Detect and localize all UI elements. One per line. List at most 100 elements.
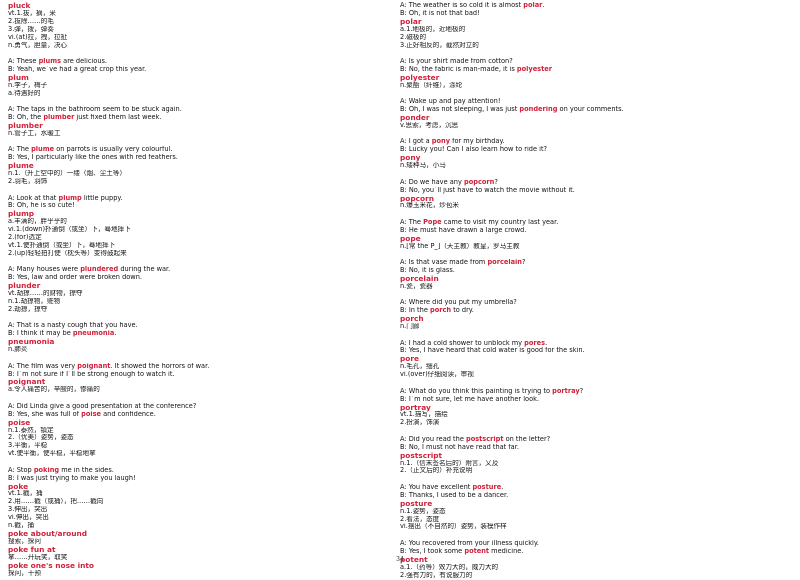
dialog-text: B: I was just trying to make you laugh! xyxy=(8,474,136,482)
example-keyword: pony xyxy=(431,138,451,146)
right-column: A: The weather is so cold it is almost p… xyxy=(400,2,785,580)
dialog-text: just fixed them last week. xyxy=(74,114,162,122)
dialog-line: A: What do you think this painting is tr… xyxy=(400,388,785,396)
dialog-line: A: I got a pony for my birthday. xyxy=(400,138,785,146)
dictionary-entry: A: Is that vase made from porcelain? B: N… xyxy=(400,251,785,291)
definition-line: vi.(at)拉，拽，拉扯 xyxy=(8,33,68,41)
dialog-text: A: Do we have any xyxy=(400,178,464,186)
definition-line: n.1.劫掠物，赃物 xyxy=(8,297,61,305)
dialog-text: A: I had a cold shower to unblock my xyxy=(400,339,525,347)
dialog-line: B: Oh, he is so cute! xyxy=(8,202,393,210)
dialog-text: during the war. xyxy=(118,266,171,274)
dialog-line: A: That is a nasty cough that you have. xyxy=(8,322,393,330)
dialog-line: A: The plume on parrots is usually very … xyxy=(8,146,393,154)
entry-spacer xyxy=(400,49,785,58)
definition-line: 探问，干预 xyxy=(8,569,41,577)
example-keyword: posture xyxy=(472,483,502,491)
dialog-text: on the letter? xyxy=(503,435,551,443)
definition-line: vt.1.使扑通倒（或坐）下，蓦地摔下 xyxy=(8,241,116,249)
dialog-text: me in the sides. xyxy=(59,466,114,474)
example-keyword: porcelain xyxy=(487,259,522,267)
headword: plum xyxy=(8,73,29,82)
dialog-text: little puppy. xyxy=(81,194,123,202)
dictionary-entry: A: You have excellent posture. B: Thanks,… xyxy=(400,475,785,531)
dictionary-entry: A: The film was very poignant. It showed… xyxy=(8,354,393,394)
entry-spacer xyxy=(400,210,785,219)
example-keyword: Pope xyxy=(423,218,442,226)
left-column: pluck vt.1.拔，摘，采 2.拔除……的毛 3.弹，拨，弹奏 vi.(at)拉，… xyxy=(8,2,393,577)
example-keyword: polar xyxy=(523,2,543,9)
entry-spacer xyxy=(400,90,785,99)
headword: pony xyxy=(400,154,421,163)
dialog-line: A: Stop poking me in the sides. xyxy=(8,467,393,475)
definition-line: 3.平衡，平稳 xyxy=(8,442,48,450)
dialog-line: B: Lucky you! Can I also learn how to ri… xyxy=(400,146,785,154)
dialog-text: B: Thanks, I used to be a dancer. xyxy=(400,491,509,499)
dialog-line: B: I was just trying to make you laugh! xyxy=(8,475,393,483)
dialog-text: A: The taps in the bathroom seem to be s… xyxy=(8,106,182,114)
dialog-text: A: Look at that xyxy=(8,194,59,202)
dialog-text: A: Many houses were xyxy=(8,266,81,274)
entry-spacer xyxy=(400,331,785,340)
headword: poignant xyxy=(8,378,46,387)
definition-line: n.戳，捅 xyxy=(8,522,35,530)
headword: potent xyxy=(400,555,428,564)
example-keyword: popcorn xyxy=(463,178,495,186)
dictionary-entry: A: The plume on parrots is usually very … xyxy=(8,138,393,186)
entry-spacer xyxy=(8,138,393,147)
entry-spacer xyxy=(8,49,393,58)
headword: polar xyxy=(400,17,422,26)
headword: poise xyxy=(8,418,31,427)
dialog-text: B: In the xyxy=(400,307,430,315)
dialog-line: A: Is that vase made from porcelain? xyxy=(400,259,785,267)
dialog-line: B: No, I must not have read that far. xyxy=(400,444,785,452)
entry-spacer xyxy=(400,379,785,388)
dialog-line: A: Is your shirt made from cotton? xyxy=(400,58,785,66)
entry-spacer xyxy=(8,394,393,403)
entry-spacer xyxy=(400,130,785,139)
definition-line: a.待遇好的 xyxy=(8,89,41,97)
definition-line: 2.强有力的，有说服力的 xyxy=(400,571,473,579)
dialog-line: A: You recovered from your illness quick… xyxy=(400,540,785,548)
example-keyword: poking xyxy=(33,466,60,474)
headword: poke fun at xyxy=(8,545,56,554)
definition-line: n.1.（信末签名后的）附言，又及 xyxy=(400,459,499,467)
definition-line: n.[常 the P_]（天主教）教皇，罗马主教 xyxy=(400,242,520,250)
headword: pluck xyxy=(8,2,31,10)
definition-line: vi.1.(down)扑通倒（或坐）下，蓦地摔下 xyxy=(8,226,131,234)
headword: pore xyxy=(400,355,420,364)
definition-line: v.思索，考虑，沉思 xyxy=(400,121,459,129)
dictionary-entry: A: Do we have any popcorn? B: No, you`ll … xyxy=(400,170,785,210)
dialog-text: ? xyxy=(494,178,498,186)
entry-spacer xyxy=(8,314,393,323)
dialog-text: A: I got a xyxy=(400,138,432,146)
definition-line: a.1.地极的，近地极的 xyxy=(400,25,466,33)
definition-line: 2.用……戳（或捅），把……戳向 xyxy=(8,498,104,506)
dialog-line: B: Yeah, we`ve had a great crop this yea… xyxy=(8,66,393,74)
headword: poke about/around xyxy=(8,530,88,538)
example-keyword: portray xyxy=(552,387,580,395)
dialog-text: ? xyxy=(522,259,526,267)
definition-line: vt.1.拔，摘，采 xyxy=(8,9,56,17)
dialog-text: B: He must have drawn a large crowd. xyxy=(400,226,527,234)
dialog-text: B: No, the fabric is man-made, it is xyxy=(400,65,517,73)
definition-line: n.肺炎 xyxy=(8,346,28,354)
dialog-text: A: You recovered from your illness quick… xyxy=(400,539,539,547)
dialog-line: B: Oh, it is not that bad! xyxy=(400,10,785,18)
dialog-line: A: The Pope came to visit my country las… xyxy=(400,219,785,227)
dictionary-entry: poke one's nose into 探问，干预 xyxy=(8,562,393,578)
dialog-text: A: Is that vase made from xyxy=(400,259,488,267)
dialog-line: A: These plums are delicious. xyxy=(8,58,393,66)
definition-line: 3.弹，拨，弹奏 xyxy=(8,25,54,33)
example-keyword: polyester xyxy=(516,65,552,73)
dialog-text: A: Is your shirt made from cotton? xyxy=(400,58,513,66)
dialog-line: A: Did you read the postscript on the le… xyxy=(400,436,785,444)
dialog-text: B: No, you`ll just have to watch the mov… xyxy=(400,186,575,194)
dialog-text: came to visit my country last year. xyxy=(441,218,559,226)
example-keyword: poignant xyxy=(77,362,111,370)
definition-line: 2.（正文后的）补充说明 xyxy=(400,467,473,475)
dialog-text: for my birthday. xyxy=(450,138,505,146)
dialog-text: B: I`m not sure if I`ll be strong enough… xyxy=(8,370,175,378)
definition-line: 拿……开玩笑，取笑 xyxy=(8,553,68,561)
headword: plunder xyxy=(8,282,41,291)
